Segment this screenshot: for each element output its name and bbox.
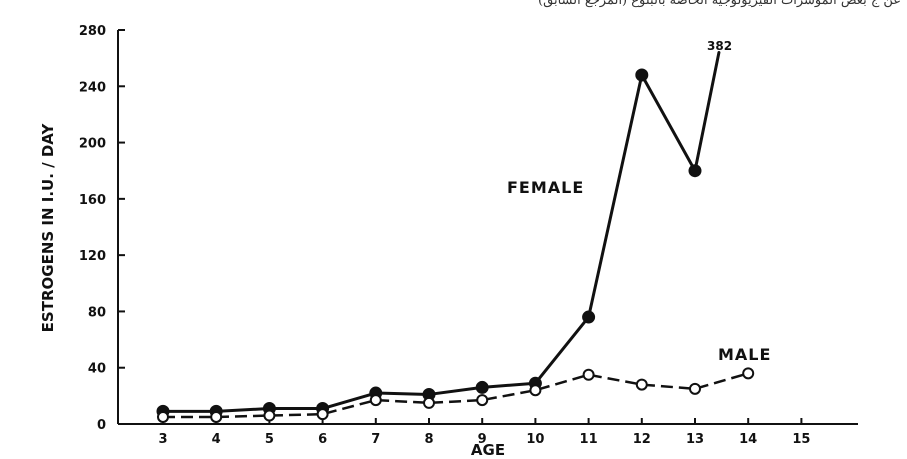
- male-point: [742, 367, 755, 380]
- labels-layer: ESTROGENS IN I.U. / DAY AGE FEMALE MALE …: [39, 39, 771, 459]
- y-tick-label: 120: [79, 249, 106, 264]
- ticks: 0 40 80 120 160 200 240 280 3 4 5 6 7 8 9 10 11 12 13 14 15: [79, 24, 811, 447]
- male-point: [689, 382, 701, 395]
- x-tick-label: 15: [792, 432, 810, 447]
- male-point: [263, 409, 276, 422]
- female-point: [635, 68, 649, 82]
- x-tick-label: 14: [739, 432, 757, 447]
- header-text: عن ج بعض المؤشرات الفيزيولوجية الخاصة با…: [538, 0, 901, 8]
- x-tick-label: 5: [265, 432, 274, 447]
- male-point: [369, 394, 382, 407]
- x-tick-label: 6: [318, 432, 327, 447]
- x-tick-label: 12: [633, 432, 651, 447]
- male-point: [476, 394, 489, 407]
- y-tick-label: 280: [79, 24, 106, 39]
- header-strip: عن ج بعض المؤشرات الفيزيولوجية الخاصة با…: [0, 0, 907, 18]
- x-tick-label: 13: [686, 432, 704, 447]
- x-tick-label: 10: [526, 432, 544, 447]
- male-point: [635, 378, 648, 391]
- female-point: [475, 380, 489, 394]
- y-tick-label: 0: [97, 418, 106, 433]
- female-offscale-line: [693, 51, 721, 173]
- male-point: [582, 368, 595, 381]
- y-axis-title: ESTROGENS IN I.U. / DAY: [39, 123, 57, 333]
- male-series-line: [163, 372, 749, 419]
- x-tick-label: 8: [424, 432, 433, 447]
- y-tick-label: 200: [79, 137, 106, 152]
- x-tick-label: 4: [212, 432, 221, 447]
- male-point: [529, 384, 542, 397]
- male-series-label: MALE: [718, 345, 771, 364]
- male-point: [316, 408, 329, 421]
- male-point: [423, 396, 435, 409]
- x-tick-label: 3: [158, 432, 167, 447]
- axes: [117, 30, 858, 425]
- series-layer: [156, 51, 755, 423]
- male-series: [157, 367, 755, 423]
- female-series-line: [163, 73, 697, 413]
- y-tick-label: 40: [88, 362, 106, 377]
- y-tick-label: 240: [79, 80, 106, 95]
- y-tick-label: 160: [79, 193, 106, 208]
- y-tick-label: 80: [88, 305, 106, 320]
- male-point: [157, 410, 169, 423]
- x-tick-label: 9: [478, 432, 487, 447]
- male-point: [210, 410, 223, 423]
- offscale-value-label: 382: [707, 39, 732, 53]
- x-axis-title: AGE: [471, 441, 505, 459]
- female-point: [688, 164, 702, 178]
- female-series: [156, 51, 721, 418]
- female-point: [582, 310, 596, 324]
- female-series-label: FEMALE: [507, 178, 584, 197]
- x-tick-label: 11: [580, 432, 598, 447]
- x-tick-label: 7: [371, 432, 380, 447]
